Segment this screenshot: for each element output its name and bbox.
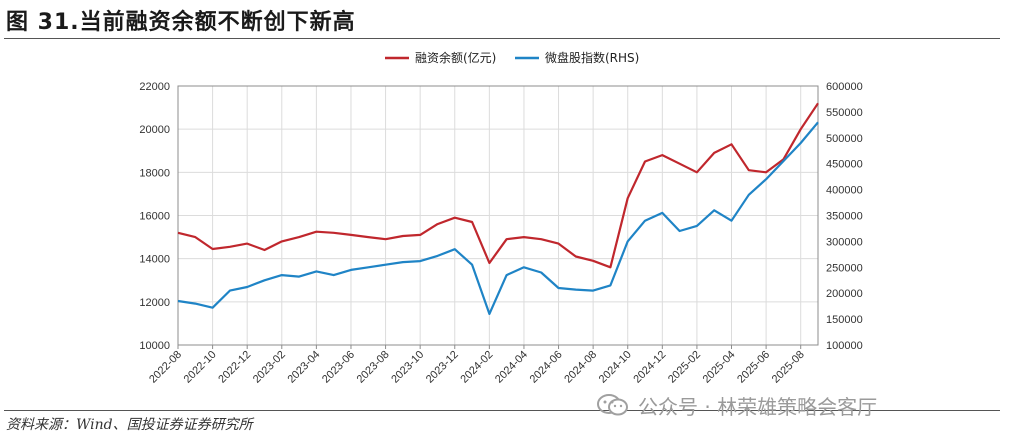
- x-tick-label: 2023-12: [424, 349, 461, 386]
- y-right-tick-label: 500000: [826, 133, 863, 145]
- x-tick-label: 2025-04: [701, 349, 738, 386]
- watermark: 公众号 · 林荣雄策略会客厅: [596, 392, 878, 419]
- y-right-tick-label: 400000: [826, 185, 863, 197]
- y-right-tick-label: 200000: [826, 288, 863, 300]
- watermark-text: 公众号 · 林荣雄策略会客厅: [638, 394, 878, 419]
- x-tick-label: 2023-10: [389, 349, 426, 386]
- y-left-tick-label: 14000: [139, 254, 170, 266]
- y-left-tick-label: 18000: [139, 167, 170, 179]
- series-line-margin-balance: [177, 102, 819, 269]
- footer-divider: [4, 410, 1000, 411]
- y-right-tick-label: 300000: [826, 236, 863, 248]
- x-tick-label: 2024-06: [528, 349, 565, 386]
- series-line-microcap-index: [177, 121, 819, 315]
- x-tick-label: 2023-02: [251, 349, 288, 386]
- page-title: 图 31.当前融资余额不断创下新高: [6, 10, 356, 35]
- y-left-tick-label: 22000: [139, 81, 170, 93]
- x-tick-label: 2024-10: [597, 349, 634, 386]
- chart-series: [177, 102, 819, 315]
- grid-lines: [177, 85, 818, 346]
- y-right-tick-label: 100000: [826, 340, 863, 352]
- chart-axes: 10000 12000 14000 16000 18000 20000 22000 10000…: [139, 81, 862, 386]
- source-note: 资料来源：Wind、国投证券证券研究所: [6, 417, 253, 433]
- wechat-icon: [597, 394, 628, 416]
- y-right-tick-label: 600000: [826, 81, 863, 93]
- y-left-tick-label: 20000: [139, 124, 170, 136]
- y-left-tick-label: 12000: [139, 297, 170, 309]
- legend-label: 微盘股指数(RHS): [545, 50, 639, 65]
- chart-area: 10000 12000 14000 16000 18000 20000 22000 10000…: [139, 50, 862, 386]
- x-tick-label: 2023-06: [320, 349, 357, 386]
- x-tick-label: 2022-08: [147, 349, 184, 386]
- x-tick-label: 2024-02: [458, 349, 495, 386]
- x-tick-label: 2025-02: [666, 349, 703, 386]
- y-right-tick-label: 350000: [826, 211, 863, 223]
- legend-label: 融资余额(亿元): [415, 50, 496, 65]
- x-tick-label: 2023-08: [355, 349, 392, 386]
- y-left-tick-label: 10000: [139, 340, 170, 352]
- title-divider: [4, 38, 1000, 39]
- y-right-tick-label: 550000: [826, 107, 863, 119]
- chart-legend: 融资余额(亿元) 微盘股指数(RHS): [385, 50, 639, 65]
- x-tick-label: 2024-08: [562, 349, 599, 386]
- x-tick-label: 2024-12: [631, 349, 668, 386]
- x-tick-label: 2022-12: [216, 349, 253, 386]
- y-right-tick-label: 250000: [826, 262, 863, 274]
- x-tick-label: 2022-10: [182, 349, 219, 386]
- x-tick-label: 2025-06: [735, 349, 772, 386]
- plot-frame: [177, 85, 819, 346]
- x-tick-label: 2023-04: [285, 349, 322, 386]
- x-tick-label: 2024-04: [493, 349, 530, 386]
- y-right-tick-label: 450000: [826, 159, 863, 171]
- x-tick-label: 2025-08: [770, 349, 807, 386]
- y-right-tick-label: 150000: [826, 314, 863, 326]
- y-left-tick-label: 16000: [139, 211, 170, 223]
